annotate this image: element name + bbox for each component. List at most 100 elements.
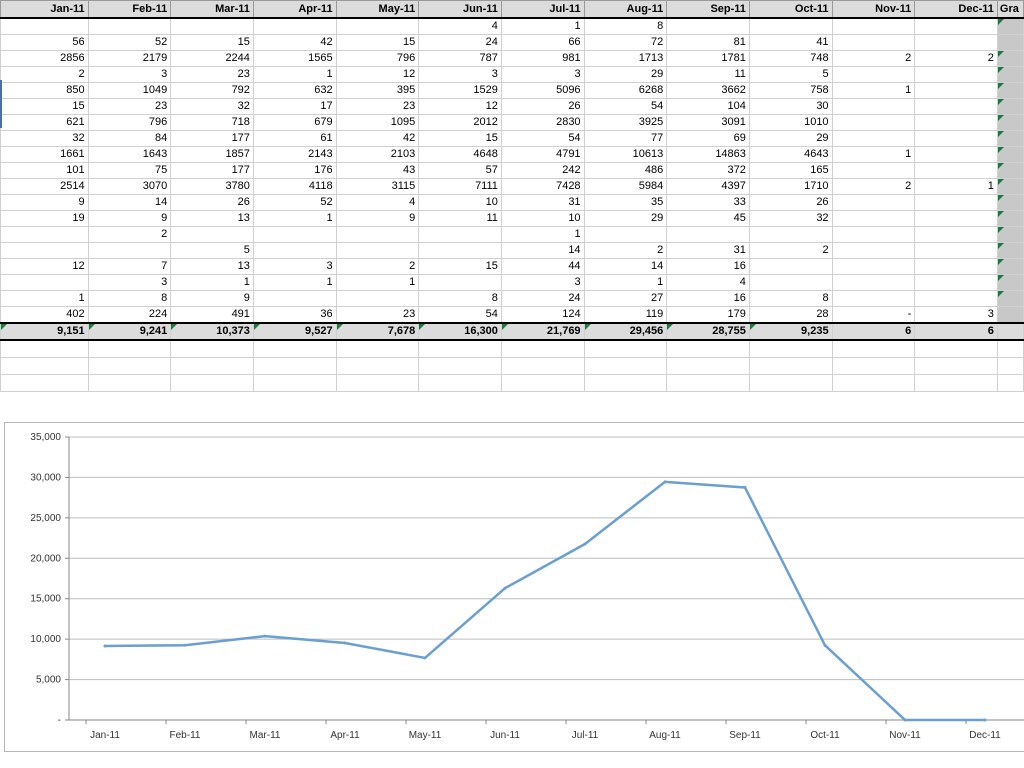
total-cell[interactable]: 9,527 (252, 322, 337, 341)
grand-total-cell[interactable] (996, 114, 1024, 131)
table-cell[interactable] (748, 17, 833, 35)
empty-cell[interactable] (87, 374, 172, 392)
table-cell[interactable]: 2179 (87, 50, 172, 67)
table-cell[interactable]: 10613 (583, 146, 668, 163)
empty-cell[interactable] (0, 339, 89, 358)
table-cell[interactable]: 2 (335, 258, 420, 275)
empty-cell[interactable] (87, 357, 172, 375)
table-cell[interactable]: 4 (418, 17, 502, 35)
table-cell[interactable]: 12 (335, 66, 420, 83)
table-cell[interactable]: 242 (500, 162, 585, 179)
table-cell[interactable]: 2012 (418, 114, 502, 131)
table-cell[interactable] (914, 162, 998, 179)
table-cell[interactable] (170, 17, 254, 35)
table-cell[interactable]: 31 (666, 242, 750, 259)
table-cell[interactable]: 72 (583, 34, 668, 51)
column-header[interactable]: Jun-11 (418, 0, 502, 19)
table-cell[interactable]: 2244 (170, 50, 254, 67)
table-cell[interactable] (0, 274, 89, 291)
table-cell[interactable]: 1 (252, 210, 337, 227)
empty-cell[interactable] (583, 339, 668, 358)
table-cell[interactable] (170, 226, 254, 243)
table-cell[interactable] (914, 34, 998, 51)
table-cell[interactable] (418, 274, 502, 291)
table-cell[interactable]: 372 (666, 162, 750, 179)
table-cell[interactable]: 632 (252, 82, 337, 99)
table-cell[interactable] (914, 258, 998, 275)
table-cell[interactable] (252, 242, 337, 259)
table-cell[interactable]: 17 (252, 98, 337, 115)
empty-cell[interactable] (748, 374, 833, 392)
table-cell[interactable]: 2 (748, 242, 833, 259)
table-cell[interactable]: 11 (666, 66, 750, 83)
empty-cell[interactable] (914, 339, 998, 358)
table-cell[interactable]: 3070 (87, 178, 172, 195)
table-cell[interactable] (748, 226, 833, 243)
table-cell[interactable]: 4 (335, 194, 420, 211)
column-header[interactable]: Mar-11 (170, 0, 254, 19)
table-cell[interactable]: 792 (170, 82, 254, 99)
table-cell[interactable] (748, 274, 833, 291)
table-cell[interactable]: 9 (0, 194, 89, 211)
table-cell[interactable]: 8 (87, 290, 172, 307)
empty-cell[interactable] (666, 339, 750, 358)
table-cell[interactable] (831, 98, 916, 115)
table-cell[interactable]: 10 (500, 210, 585, 227)
table-cell[interactable]: 4648 (418, 146, 502, 163)
table-cell[interactable]: 75 (87, 162, 172, 179)
table-cell[interactable]: 621 (0, 114, 89, 131)
table-cell[interactable]: 14 (87, 194, 172, 211)
table-cell[interactable]: 32 (748, 210, 833, 227)
column-header[interactable]: Oct-11 (748, 0, 833, 19)
table-cell[interactable] (831, 114, 916, 131)
table-cell[interactable]: 29 (583, 210, 668, 227)
total-cell[interactable]: 21,769 (500, 322, 585, 341)
grand-total-cell[interactable] (996, 17, 1024, 35)
table-cell[interactable]: 1 (252, 66, 337, 83)
grand-total-cell[interactable] (996, 258, 1024, 275)
table-cell[interactable]: 748 (748, 50, 833, 67)
table-cell[interactable] (583, 226, 668, 243)
table-cell[interactable]: 3925 (583, 114, 668, 131)
table-cell[interactable]: 177 (170, 162, 254, 179)
table-cell[interactable]: 13 (170, 258, 254, 275)
column-header[interactable]: Aug-11 (583, 0, 668, 19)
table-cell[interactable]: 16 (666, 258, 750, 275)
table-cell[interactable]: 1643 (87, 146, 172, 163)
table-cell[interactable]: 28 (748, 306, 833, 324)
table-cell[interactable] (914, 210, 998, 227)
empty-cell[interactable] (914, 357, 998, 375)
empty-cell[interactable] (335, 374, 420, 392)
table-cell[interactable]: 26 (170, 194, 254, 211)
table-cell[interactable] (914, 146, 998, 163)
table-cell[interactable] (418, 242, 502, 259)
table-cell[interactable]: 1049 (87, 82, 172, 99)
table-cell[interactable]: 4643 (748, 146, 833, 163)
column-header[interactable]: May-11 (335, 0, 420, 19)
grand-total-cell[interactable] (996, 66, 1024, 83)
empty-cell[interactable] (748, 357, 833, 375)
table-cell[interactable]: 23 (87, 98, 172, 115)
grand-total-cell[interactable] (996, 194, 1024, 211)
line-chart[interactable]: - 5,000 10,000 15,000 20,000 25,000 30,000 35,0… (4, 422, 1024, 752)
column-header[interactable]: Apr-11 (252, 0, 337, 19)
table-cell[interactable]: 176 (252, 162, 337, 179)
table-cell[interactable]: 26 (748, 194, 833, 211)
table-cell[interactable]: 42 (252, 34, 337, 51)
empty-cell[interactable] (831, 374, 916, 392)
empty-cell[interactable] (418, 357, 502, 375)
table-cell[interactable] (831, 210, 916, 227)
empty-cell[interactable] (170, 339, 254, 358)
empty-cell[interactable] (418, 374, 502, 392)
table-cell[interactable]: 9 (87, 210, 172, 227)
table-cell[interactable]: 32 (170, 98, 254, 115)
table-cell[interactable]: 1713 (583, 50, 668, 67)
table-cell[interactable]: 56 (0, 34, 89, 51)
table-cell[interactable] (748, 258, 833, 275)
table-cell[interactable]: 179 (666, 306, 750, 324)
table-cell[interactable]: 3 (914, 306, 998, 324)
table-cell[interactable]: 7111 (418, 178, 502, 195)
table-cell[interactable]: 61 (252, 130, 337, 147)
table-cell[interactable]: 13 (170, 210, 254, 227)
table-cell[interactable]: 27 (583, 290, 668, 307)
